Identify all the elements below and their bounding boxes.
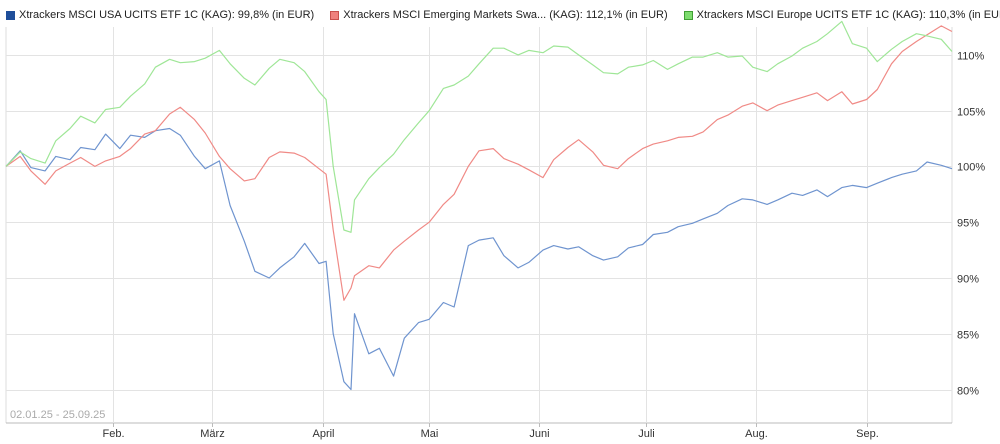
x-tick-label: Aug.: [745, 428, 768, 440]
y-tick-label: 100%: [957, 162, 985, 174]
series-layer: [5, 20, 953, 391]
x-tick-label: Feb.: [102, 428, 124, 440]
x-tick-label: Mai: [421, 428, 439, 440]
legend-item-usa[interactable]: Xtrackers MSCI USA UCITS ETF 1C (KAG): 9…: [6, 8, 314, 22]
x-tick-label: April: [312, 428, 334, 440]
series-line-usa: [5, 127, 953, 391]
x-tick-label: März: [200, 428, 224, 440]
y-tick-label: 105%: [957, 107, 985, 119]
y-tick-label: 80%: [957, 386, 979, 398]
legend-swatch-usa: [6, 10, 15, 20]
x-tick-label: Juni: [529, 428, 549, 440]
date-range-label: 02.01.25 - 25.09.25: [10, 409, 105, 421]
series-line-europe: [5, 20, 953, 233]
y-tick-label: 110%: [957, 51, 985, 63]
y-tick-label: 90%: [957, 274, 979, 286]
legend-swatch-emerging-markets: [330, 10, 340, 20]
legend-label-usa: Xtrackers MSCI USA UCITS ETF 1C (KAG): 9…: [19, 9, 315, 21]
y-tick-label: 85%: [957, 330, 979, 342]
y-tick-label: 95%: [957, 218, 979, 230]
legend-swatch-europe: [683, 10, 693, 20]
legend-label-europe: Xtrackers MSCI Europe UCITS ETF 1C (KAG)…: [696, 9, 1000, 21]
axis-layer: 80% 85% 90% 95% 100% 105% 110% Feb. März April Mai…: [102, 51, 985, 441]
x-tick-label: Sep.: [856, 428, 879, 440]
chart-legend: Xtrackers MSCI USA UCITS ETF 1C (KAG): 9…: [6, 8, 1000, 22]
x-tick-label: Juli: [638, 428, 655, 440]
legend-label-emerging-markets: Xtrackers MSCI Emerging Markets Swa... (…: [343, 9, 668, 21]
legend-item-europe[interactable]: Xtrackers MSCI Europe UCITS ETF 1C (KAG)…: [683, 8, 1000, 22]
series-line-emerging-markets: [5, 25, 953, 301]
legend-item-emerging-markets[interactable]: Xtrackers MSCI Emerging Markets Swa... (…: [330, 8, 668, 22]
grid-layer: [5, 27, 953, 427]
